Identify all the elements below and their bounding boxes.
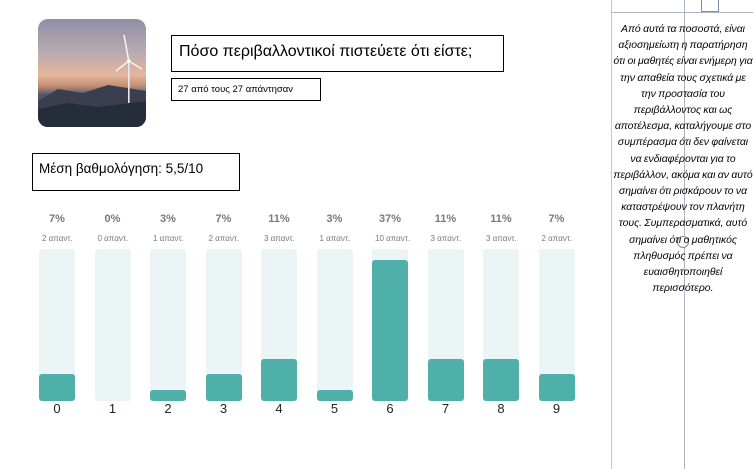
count-label: 2 απαντ.	[42, 234, 73, 243]
bar-track	[538, 249, 575, 401]
count-label: 2 απαντ.	[541, 234, 573, 243]
count-label: 1 απαντ.	[319, 234, 351, 243]
bar-track	[427, 249, 464, 401]
conclusion-text: Από αυτά τα ποσοστά, είναι αξιοσημείωτη …	[613, 24, 753, 295]
bar	[261, 359, 297, 401]
bar	[538, 374, 575, 401]
count-label: 3 απαντ.	[264, 234, 295, 243]
percent-label: 11%	[434, 213, 457, 225]
percent-label: 0%	[104, 213, 121, 225]
bar	[372, 260, 408, 401]
count-label: 10 απαντ.	[375, 234, 411, 243]
x-tick-label: 3	[219, 401, 228, 416]
x-tick-label: 1	[108, 401, 117, 416]
bar-track	[150, 249, 186, 401]
x-tick-label: 6	[386, 401, 394, 416]
bar	[427, 359, 464, 401]
anchor-handle-icon[interactable]	[701, 0, 719, 12]
resize-handle-icon[interactable]	[677, 236, 689, 248]
bar-track	[316, 249, 353, 401]
count-label: 1 απαντ.	[153, 234, 184, 243]
bar	[150, 389, 186, 401]
x-tick-label: 5	[330, 401, 339, 416]
percent-label: 7%	[49, 213, 65, 225]
count-label: 3 απαντ.	[430, 234, 462, 243]
x-tick-label: 9	[552, 401, 561, 416]
bar-track	[39, 249, 75, 401]
percent-label: 11%	[268, 213, 290, 225]
average-rating: Μέση βαθμολόγηση: 5,5/10	[32, 153, 240, 191]
bar-track	[372, 249, 408, 401]
wind-turbine-photo	[38, 19, 146, 127]
x-tick-label: 4	[275, 401, 283, 416]
bar	[483, 359, 519, 401]
bar-track	[94, 249, 131, 401]
percent-label: 3%	[160, 213, 176, 225]
bar-track	[205, 249, 242, 401]
bar	[205, 374, 242, 401]
percent-label: 7%	[215, 213, 232, 225]
wind-turbine-icon	[38, 34, 146, 127]
side-panel	[611, 0, 753, 469]
bar	[39, 374, 75, 401]
count-label: 0 απαντ.	[97, 234, 129, 243]
x-tick-label: 7	[441, 401, 450, 416]
bar-track	[483, 249, 519, 401]
percent-label: 37%	[378, 213, 402, 225]
guide-line-vertical	[684, 0, 685, 469]
percent-label: 3%	[326, 213, 343, 225]
percent-label: 11%	[490, 213, 512, 225]
question-title: Πόσο περιβαλλοντικοί πιστεύετε ότι είστε…	[171, 35, 504, 72]
count-label: 3 απαντ.	[486, 234, 517, 243]
count-label: 2 απαντ.	[208, 234, 240, 243]
rating-distribution-chart: 7% 2 απαντ. 0 0% 0 απαντ. 1 3% 1 απαντ. 2 7% 2 απα…	[0, 205, 600, 440]
percent-label: 7%	[548, 213, 565, 225]
x-tick-label: 2	[164, 401, 172, 416]
response-count: 27 από τους 27 απάντησαν	[171, 78, 321, 101]
x-tick-label: 8	[497, 401, 505, 416]
bar-track	[261, 249, 297, 401]
guide-line-horizontal	[611, 12, 753, 13]
x-tick-label: 0	[53, 401, 61, 416]
bar	[316, 389, 353, 401]
